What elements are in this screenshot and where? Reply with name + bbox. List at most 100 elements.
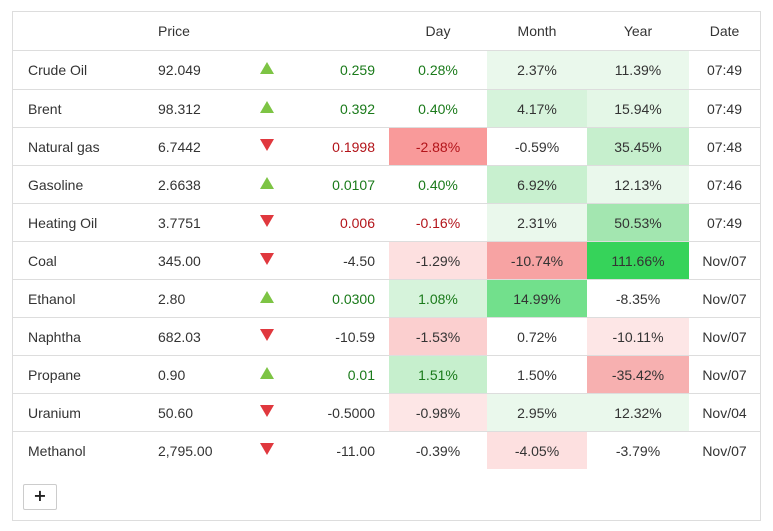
year-change-cell: -10.11% xyxy=(587,317,689,356)
price-cell: 92.049 xyxy=(158,62,201,78)
change-cell: 0.392 xyxy=(285,89,389,128)
table-row[interactable]: Propane 0.90 0.01 1.51% 1.50% -35.42% Nov/07 xyxy=(13,355,760,394)
day-change-cell: 1.51% xyxy=(389,355,487,394)
date-cell: 07:48 xyxy=(689,127,760,166)
date-cell: Nov/04 xyxy=(689,393,760,432)
commodity-name[interactable]: Crude Oil xyxy=(28,62,88,78)
price-cell: 3.7751 xyxy=(158,203,248,242)
price-cell: 345.00 xyxy=(158,241,248,280)
arrow-cell xyxy=(248,203,285,242)
change-cell: 0.006 xyxy=(285,203,389,242)
table-row[interactable]: Gasoline 2.6638 0.0107 0.40% 6.92% 12.13% 07:4… xyxy=(13,165,760,204)
day-change-cell: 1.08% xyxy=(389,279,487,318)
arrow-down-icon xyxy=(259,442,274,455)
date-cell: Nov/07 xyxy=(689,431,760,469)
month-change-cell: 2.37% xyxy=(487,50,587,90)
day-change-cell: -0.39% xyxy=(389,431,487,469)
arrow-cell xyxy=(248,127,285,166)
price-cell: 6.7442 xyxy=(158,127,248,166)
commodities-panel: Price Day Month Year Date Crude Oil 92.04… xyxy=(12,11,761,521)
year-change-cell: -3.79% xyxy=(587,431,689,469)
table-row[interactable]: Crude Oil 92.049 0.259 0.28% 2.37% 11.39% 07:4… xyxy=(13,50,760,90)
arrow-up-icon xyxy=(259,176,274,189)
price-cell: 2.80 xyxy=(158,279,248,318)
arrow-cell xyxy=(248,279,285,318)
date-cell: Nov/07 xyxy=(689,241,760,280)
arrow-down-icon xyxy=(259,404,274,417)
commodity-name[interactable]: Gasoline xyxy=(13,165,158,204)
commodity-name[interactable]: Uranium xyxy=(13,393,158,432)
price-cell: 2,795.00 xyxy=(158,431,248,469)
table-row[interactable]: Uranium 50.60 -0.5000 -0.98% 2.95% 12.32% Nov/… xyxy=(13,393,760,432)
month-change-cell: -10.74% xyxy=(487,241,587,280)
arrow-down-icon xyxy=(259,328,274,341)
add-button[interactable]: + xyxy=(23,484,57,510)
year-change-cell: 12.13% xyxy=(587,165,689,204)
change-cell: -10.59 xyxy=(285,317,389,356)
month-change-cell: 0.72% xyxy=(487,317,587,356)
arrow-down-icon xyxy=(259,252,274,265)
table-header-row: Price Day Month Year Date xyxy=(13,12,760,51)
date-cell: 07:46 xyxy=(689,165,760,204)
price-cell: 682.03 xyxy=(158,317,248,356)
commodity-name[interactable]: Coal xyxy=(13,241,158,280)
arrow-cell xyxy=(248,393,285,432)
year-change-cell: -8.35% xyxy=(587,279,689,318)
month-change-cell: -0.59% xyxy=(487,127,587,166)
arrow-cell xyxy=(248,355,285,394)
commodity-name[interactable]: Ethanol xyxy=(13,279,158,318)
day-change-cell: 0.28% xyxy=(389,50,487,90)
commodity-name[interactable]: Natural gas xyxy=(13,127,158,166)
day-change-cell: 0.40% xyxy=(389,165,487,204)
arrow-down-icon xyxy=(259,138,274,151)
day-change-cell: -2.88% xyxy=(389,127,487,166)
day-change-cell: -0.98% xyxy=(389,393,487,432)
year-change-cell: -35.42% xyxy=(587,355,689,394)
header-date[interactable]: Date xyxy=(689,12,760,51)
header-day[interactable]: Day xyxy=(389,12,487,51)
arrow-up-icon xyxy=(259,62,274,75)
header-year[interactable]: Year xyxy=(587,12,689,51)
change-cell: 0.1998 xyxy=(285,127,389,166)
change-cell: -11.00 xyxy=(285,431,389,469)
day-change-cell: -1.53% xyxy=(389,317,487,356)
table-row[interactable]: Ethanol 2.80 0.0300 1.08% 14.99% -8.35% Nov/07 xyxy=(13,279,760,318)
arrow-down-icon xyxy=(259,214,274,227)
header-month[interactable]: Month xyxy=(487,12,587,51)
table-row[interactable]: Naphtha 682.03 -10.59 -1.53% 0.72% -10.11% Nov… xyxy=(13,317,760,356)
price-cell: 98.312 xyxy=(158,89,248,128)
arrow-cell xyxy=(248,431,285,469)
table-row[interactable]: Coal 345.00 -4.50 -1.29% -10.74% 111.66% Nov/0… xyxy=(13,241,760,280)
date-cell: Nov/07 xyxy=(689,317,760,356)
year-change-cell: 111.66% xyxy=(587,241,689,280)
header-change xyxy=(285,12,389,51)
change-cell: -0.5000 xyxy=(285,393,389,432)
year-change-cell: 50.53% xyxy=(587,203,689,242)
year-change-cell: 12.32% xyxy=(587,393,689,432)
month-change-cell: 1.50% xyxy=(487,355,587,394)
month-change-cell: 4.17% xyxy=(487,89,587,128)
table-row[interactable]: Heating Oil 3.7751 0.006 -0.16% 2.31% 50.53% 0… xyxy=(13,203,760,242)
month-change-cell: 2.31% xyxy=(487,203,587,242)
table-row[interactable]: Natural gas 6.7442 0.1998 -2.88% -0.59% 35.45… xyxy=(13,127,760,166)
change-cell: 0.01 xyxy=(285,355,389,394)
year-change-cell: 15.94% xyxy=(587,89,689,128)
arrow-up-icon xyxy=(259,100,274,113)
commodity-name[interactable]: Propane xyxy=(13,355,158,394)
header-price[interactable]: Price xyxy=(158,12,248,51)
table-row[interactable]: Methanol 2,795.00 -11.00 -0.39% -4.05% -3.79%… xyxy=(13,431,760,469)
day-change-cell: -0.16% xyxy=(389,203,487,242)
commodity-name[interactable]: Naphtha xyxy=(13,317,158,356)
table-row[interactable]: Brent 98.312 0.392 0.40% 4.17% 15.94% 07:49 xyxy=(13,89,760,128)
commodity-name[interactable]: Methanol xyxy=(13,431,158,469)
arrow-up-icon xyxy=(259,366,274,379)
day-change-cell: -1.29% xyxy=(389,241,487,280)
month-change-cell: 2.95% xyxy=(487,393,587,432)
year-change-cell: 35.45% xyxy=(587,127,689,166)
date-cell: 07:49 xyxy=(689,203,760,242)
month-change-cell: -4.05% xyxy=(487,431,587,469)
day-change-cell: 0.40% xyxy=(389,89,487,128)
date-cell: 07:49 xyxy=(706,62,743,78)
commodity-name[interactable]: Heating Oil xyxy=(13,203,158,242)
commodity-name[interactable]: Brent xyxy=(13,89,158,128)
